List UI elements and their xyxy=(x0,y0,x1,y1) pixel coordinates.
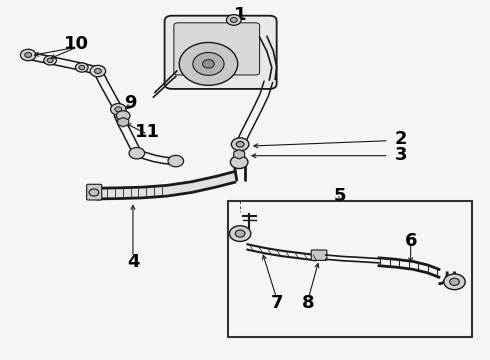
Text: 2: 2 xyxy=(394,130,407,148)
Text: 5: 5 xyxy=(334,187,346,205)
Circle shape xyxy=(229,226,251,242)
Text: 1: 1 xyxy=(234,6,246,24)
Circle shape xyxy=(79,65,85,69)
Circle shape xyxy=(25,53,31,58)
Circle shape xyxy=(236,141,244,147)
Circle shape xyxy=(444,274,465,290)
Circle shape xyxy=(21,49,36,61)
Circle shape xyxy=(89,189,99,196)
Circle shape xyxy=(90,65,106,77)
Circle shape xyxy=(231,138,249,151)
Polygon shape xyxy=(97,171,235,199)
FancyBboxPatch shape xyxy=(174,23,260,75)
Text: 9: 9 xyxy=(124,94,137,112)
Circle shape xyxy=(129,148,145,159)
Circle shape xyxy=(168,156,184,167)
Text: 3: 3 xyxy=(394,146,407,164)
Text: 4: 4 xyxy=(127,253,139,271)
Circle shape xyxy=(179,42,238,85)
Circle shape xyxy=(202,60,214,68)
FancyBboxPatch shape xyxy=(165,16,277,89)
Circle shape xyxy=(75,63,88,72)
FancyBboxPatch shape xyxy=(311,250,327,260)
Circle shape xyxy=(230,18,237,22)
Text: 11: 11 xyxy=(135,123,160,141)
Circle shape xyxy=(47,58,53,63)
Text: 10: 10 xyxy=(64,35,89,53)
Bar xyxy=(228,202,471,337)
Circle shape xyxy=(115,107,122,112)
Circle shape xyxy=(44,56,56,65)
Circle shape xyxy=(95,68,101,73)
Circle shape xyxy=(111,104,126,115)
Circle shape xyxy=(193,53,224,75)
Circle shape xyxy=(235,230,245,237)
Circle shape xyxy=(226,15,241,25)
FancyBboxPatch shape xyxy=(87,184,102,200)
Text: 8: 8 xyxy=(302,294,315,312)
Circle shape xyxy=(230,156,248,168)
Circle shape xyxy=(450,278,460,285)
Text: 7: 7 xyxy=(270,294,283,312)
Text: 6: 6 xyxy=(404,232,417,250)
Circle shape xyxy=(116,111,130,121)
